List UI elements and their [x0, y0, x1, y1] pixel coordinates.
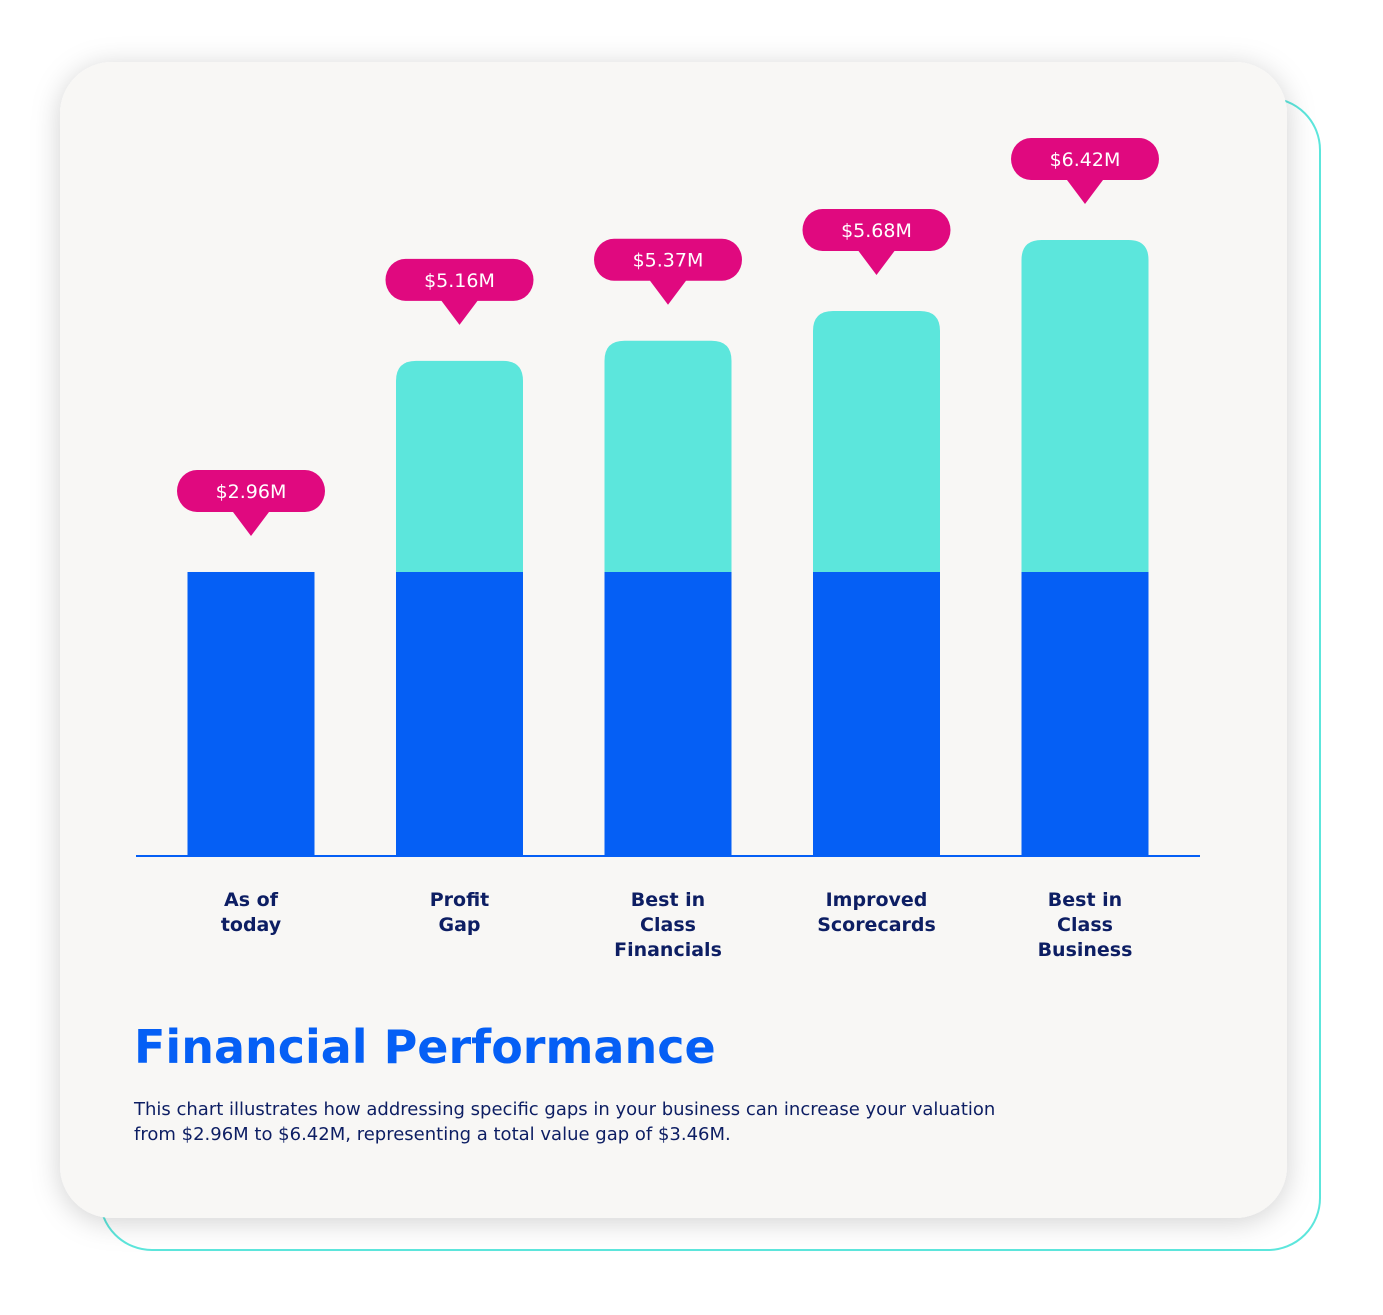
value-label: $5.68M [841, 220, 912, 242]
bar-segment [1021, 571, 1149, 856]
value-bubble [177, 469, 325, 536]
chart-description: This chart illustrates how addressing sp… [134, 1099, 996, 1145]
value-label: $5.37M [633, 250, 704, 272]
x-tick-label: As of today [220, 889, 282, 936]
bar-segment [604, 571, 732, 856]
value-bubble [802, 209, 951, 276]
bar-segment [604, 340, 732, 572]
value-label: $5.16M [424, 270, 495, 292]
x-tick-label: Best in Class Business [1037, 889, 1133, 961]
value-bubble [385, 258, 534, 325]
x-tick-label: Best in Class Financials [614, 889, 722, 961]
value-label: $6.42M [1050, 149, 1121, 171]
chart-title: Financial Performance [134, 1020, 716, 1074]
bar-segment [1021, 240, 1149, 572]
x-tick-label: Improved Scorecards [817, 889, 936, 936]
value-bubble [594, 238, 742, 305]
bar-segment [187, 571, 315, 856]
x-tick-label: Profit Gap [429, 889, 490, 936]
bar-segment [396, 571, 523, 856]
bar-segment [813, 311, 940, 572]
bar-segment [396, 360, 523, 572]
value-bubble [1011, 138, 1159, 204]
value-label: $2.96M [216, 481, 287, 503]
bar-segment [813, 571, 940, 856]
